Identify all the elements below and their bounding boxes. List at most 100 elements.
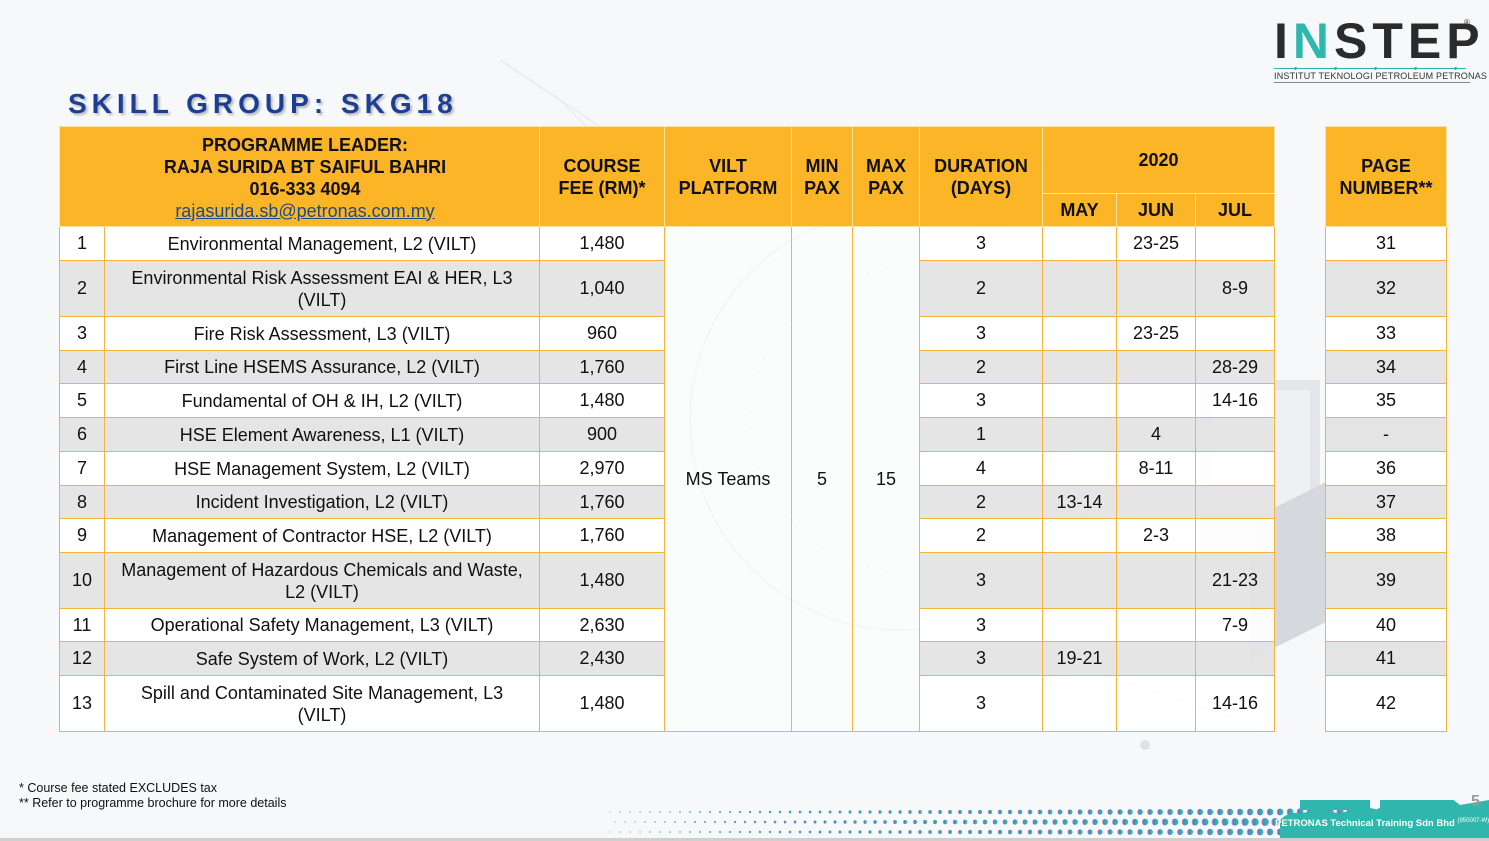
course-fee: 1,760 <box>539 485 665 519</box>
page-number: 35 <box>1325 383 1447 418</box>
course-fee-header: COURSE FEE (RM)* <box>539 126 665 227</box>
schedule-jul <box>1195 316 1275 351</box>
vilt-platform-header: VILT PLATFORM <box>664 126 792 227</box>
schedule-jul: 28-29 <box>1195 350 1275 384</box>
course-fee: 1,480 <box>539 552 665 609</box>
course-fee: 1,480 <box>539 226 665 261</box>
schedule-jun <box>1116 350 1196 384</box>
course-name: Management of Hazardous Chemicals and Wa… <box>104 552 540 609</box>
table-row: 2 Environmental Risk Assessment EAI & HER… <box>59 260 1275 317</box>
table-row: 9 Management of Contractor HSE, L2 (VILT)… <box>59 518 1275 553</box>
programme-leader-cell: PROGRAMME LEADER: RAJA SURIDA BT SAIFUL … <box>59 126 540 227</box>
course-name: HSE Element Awareness, L1 (VILT) <box>104 417 540 452</box>
month-header-jul: JUL <box>1195 193 1275 227</box>
page-row: 31 <box>1325 226 1447 261</box>
course-number: 9 <box>59 518 105 553</box>
schedule-jul: 14-16 <box>1195 675 1275 732</box>
schedule-jul <box>1195 226 1275 261</box>
course-number: 6 <box>59 417 105 452</box>
min-pax-header: MIN PAX <box>791 126 853 227</box>
schedule-jul: 14-16 <box>1195 383 1275 418</box>
page-number: 41 <box>1325 641 1447 676</box>
duration-header: DURATION (DAYS) <box>919 126 1043 227</box>
duration-days: 3 <box>919 316 1043 351</box>
min-pax-cell: 5 <box>791 226 853 732</box>
course-number: 10 <box>59 552 105 609</box>
course-fee: 2,630 <box>539 608 665 642</box>
page-number: 39 <box>1325 552 1447 609</box>
table-row: 7 HSE Management System, L2 (VILT) 2,970 4 8… <box>59 451 1275 486</box>
page-row: - <box>1325 417 1447 452</box>
course-name: Environmental Risk Assessment EAI & HER,… <box>104 260 540 317</box>
table-row: 4 First Line HSEMS Assurance, L2 (VILT) 1,… <box>59 350 1275 384</box>
schedule-jun: 23-25 <box>1116 226 1196 261</box>
duration-days: 3 <box>919 608 1043 642</box>
max-pax-header: MAX PAX <box>852 126 920 227</box>
course-name: Fire Risk Assessment, L3 (VILT) <box>104 316 540 351</box>
table-row: 6 HSE Element Awareness, L1 (VILT) 900 1 4 <box>59 417 1275 452</box>
course-name: Safe System of Work, L2 (VILT) <box>104 641 540 676</box>
course-name: First Line HSEMS Assurance, L2 (VILT) <box>104 350 540 384</box>
course-fee: 2,970 <box>539 451 665 486</box>
page-row: 35 <box>1325 383 1447 418</box>
page-row: 32 <box>1325 260 1447 317</box>
logo-wordmark: INSTEP <box>1274 13 1485 69</box>
schedule-jun: 4 <box>1116 417 1196 452</box>
schedule-jul: 7-9 <box>1195 608 1275 642</box>
page-number: 42 <box>1325 675 1447 732</box>
course-fee: 900 <box>539 417 665 452</box>
slide-number: 5 <box>1471 793 1480 810</box>
leader-name: RAJA SURIDA BT SAIFUL BAHRI <box>163 156 447 177</box>
course-schedule-table: PROGRAMME LEADER: RAJA SURIDA BT SAIFUL … <box>59 126 1275 732</box>
course-number: 3 <box>59 316 105 351</box>
page-row: 34 <box>1325 350 1447 384</box>
schedule-jun <box>1116 641 1196 676</box>
course-name: Environmental Management, L2 (VILT) <box>104 226 540 261</box>
schedule-may <box>1042 608 1117 642</box>
page-row: 33 <box>1325 316 1447 351</box>
duration-days: 3 <box>919 226 1043 261</box>
page-row: 38 <box>1325 518 1447 553</box>
schedule-jul <box>1195 641 1275 676</box>
footnotes: * Course fee stated EXCLUDES tax ** Refe… <box>19 781 286 811</box>
page-row: 40 <box>1325 608 1447 642</box>
course-number: 5 <box>59 383 105 418</box>
page-row: 37 <box>1325 485 1447 519</box>
table-row: 12 Safe System of Work, L2 (VILT) 2,430 3 19… <box>59 641 1275 676</box>
schedule-jun <box>1116 675 1196 732</box>
course-name: Spill and Contaminated Site Management, … <box>104 675 540 732</box>
schedule-jun <box>1116 552 1196 609</box>
page-number: 32 <box>1325 260 1447 317</box>
logo-divider <box>1274 67 1466 70</box>
course-name: Operational Safety Management, L3 (VILT) <box>104 608 540 642</box>
max-pax-cell: 15 <box>852 226 920 732</box>
table-row: 13 Spill and Contaminated Site Management… <box>59 675 1275 732</box>
table-row: 5 Fundamental of OH & IH, L2 (VILT) 1,480 3… <box>59 383 1275 418</box>
registered-mark: ® <box>1464 18 1470 27</box>
course-fee: 1,040 <box>539 260 665 317</box>
month-header-may: MAY <box>1042 193 1117 227</box>
page-row: 39 <box>1325 552 1447 609</box>
course-number: 13 <box>59 675 105 732</box>
page-row: 36 <box>1325 451 1447 486</box>
course-number: 1 <box>59 226 105 261</box>
month-header-jun: JUN <box>1116 193 1196 227</box>
schedule-jul <box>1195 451 1275 486</box>
schedule-may <box>1042 350 1117 384</box>
course-fee: 1,760 <box>539 518 665 553</box>
course-number: 2 <box>59 260 105 317</box>
schedule-may <box>1042 675 1117 732</box>
course-name: Incident Investigation, L2 (VILT) <box>104 485 540 519</box>
schedule-may <box>1042 226 1117 261</box>
footer-dotted-band <box>609 800 1489 841</box>
schedule-jun <box>1116 485 1196 519</box>
page-number: 38 <box>1325 518 1447 553</box>
course-fee: 1,760 <box>539 350 665 384</box>
course-fee: 960 <box>539 316 665 351</box>
page-number: - <box>1325 417 1447 452</box>
company-name: PETRONAS Technical Training Sdn Bhd (950… <box>1275 818 1489 830</box>
schedule-jul <box>1195 485 1275 519</box>
course-number: 4 <box>59 350 105 384</box>
leader-email-link[interactable]: rajasurida.sb@petronas.com.my <box>175 200 435 221</box>
page-number: 33 <box>1325 316 1447 351</box>
